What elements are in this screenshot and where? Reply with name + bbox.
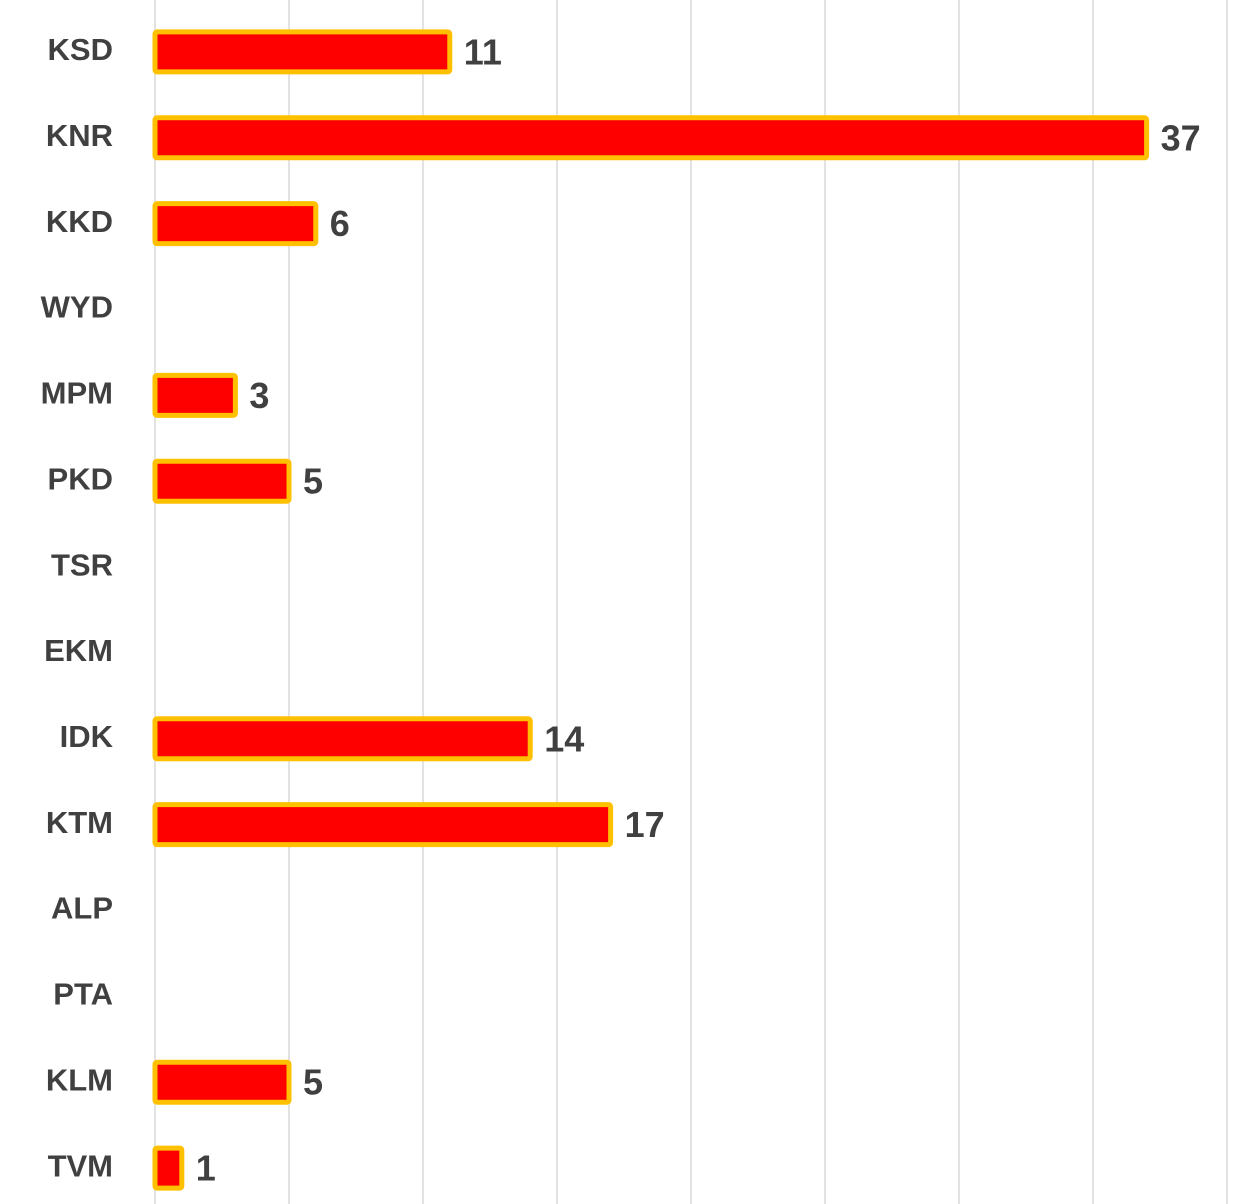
y-tick-label: PKD [48,461,113,496]
y-tick-label: MPM [41,376,113,411]
y-tick-label: KKD [46,204,113,239]
y-tick-label: KLM [46,1062,113,1097]
data-label: 1 [196,1148,216,1189]
y-tick-label: EKM [44,633,113,668]
y-tick-label: PTA [53,977,113,1012]
bar [152,115,1150,161]
y-tick-label: WYD [41,290,113,325]
bar [152,1059,292,1105]
y-tick-label: TVM [48,1148,113,1183]
data-label: 37 [1161,117,1201,158]
y-tick-label: KSD [48,32,113,67]
data-label: 3 [249,375,269,416]
data-label: 17 [625,804,665,845]
y-tick-label: KTM [46,805,113,840]
bar [152,458,292,504]
data-label: 6 [330,203,350,244]
bar [152,201,319,247]
y-tick-label: IDK [60,719,114,754]
bar [152,802,614,848]
data-label: 5 [303,461,323,502]
bar [152,372,238,418]
y-tick-label: ALP [51,891,113,926]
bar [152,29,453,75]
bar [152,716,533,762]
y-tick-label: KNR [46,118,113,153]
data-label: 14 [544,718,584,759]
bar [152,1145,185,1191]
y-tick-label: TSR [51,547,113,582]
data-label: 5 [303,1062,323,1103]
data-label: 11 [464,31,502,72]
